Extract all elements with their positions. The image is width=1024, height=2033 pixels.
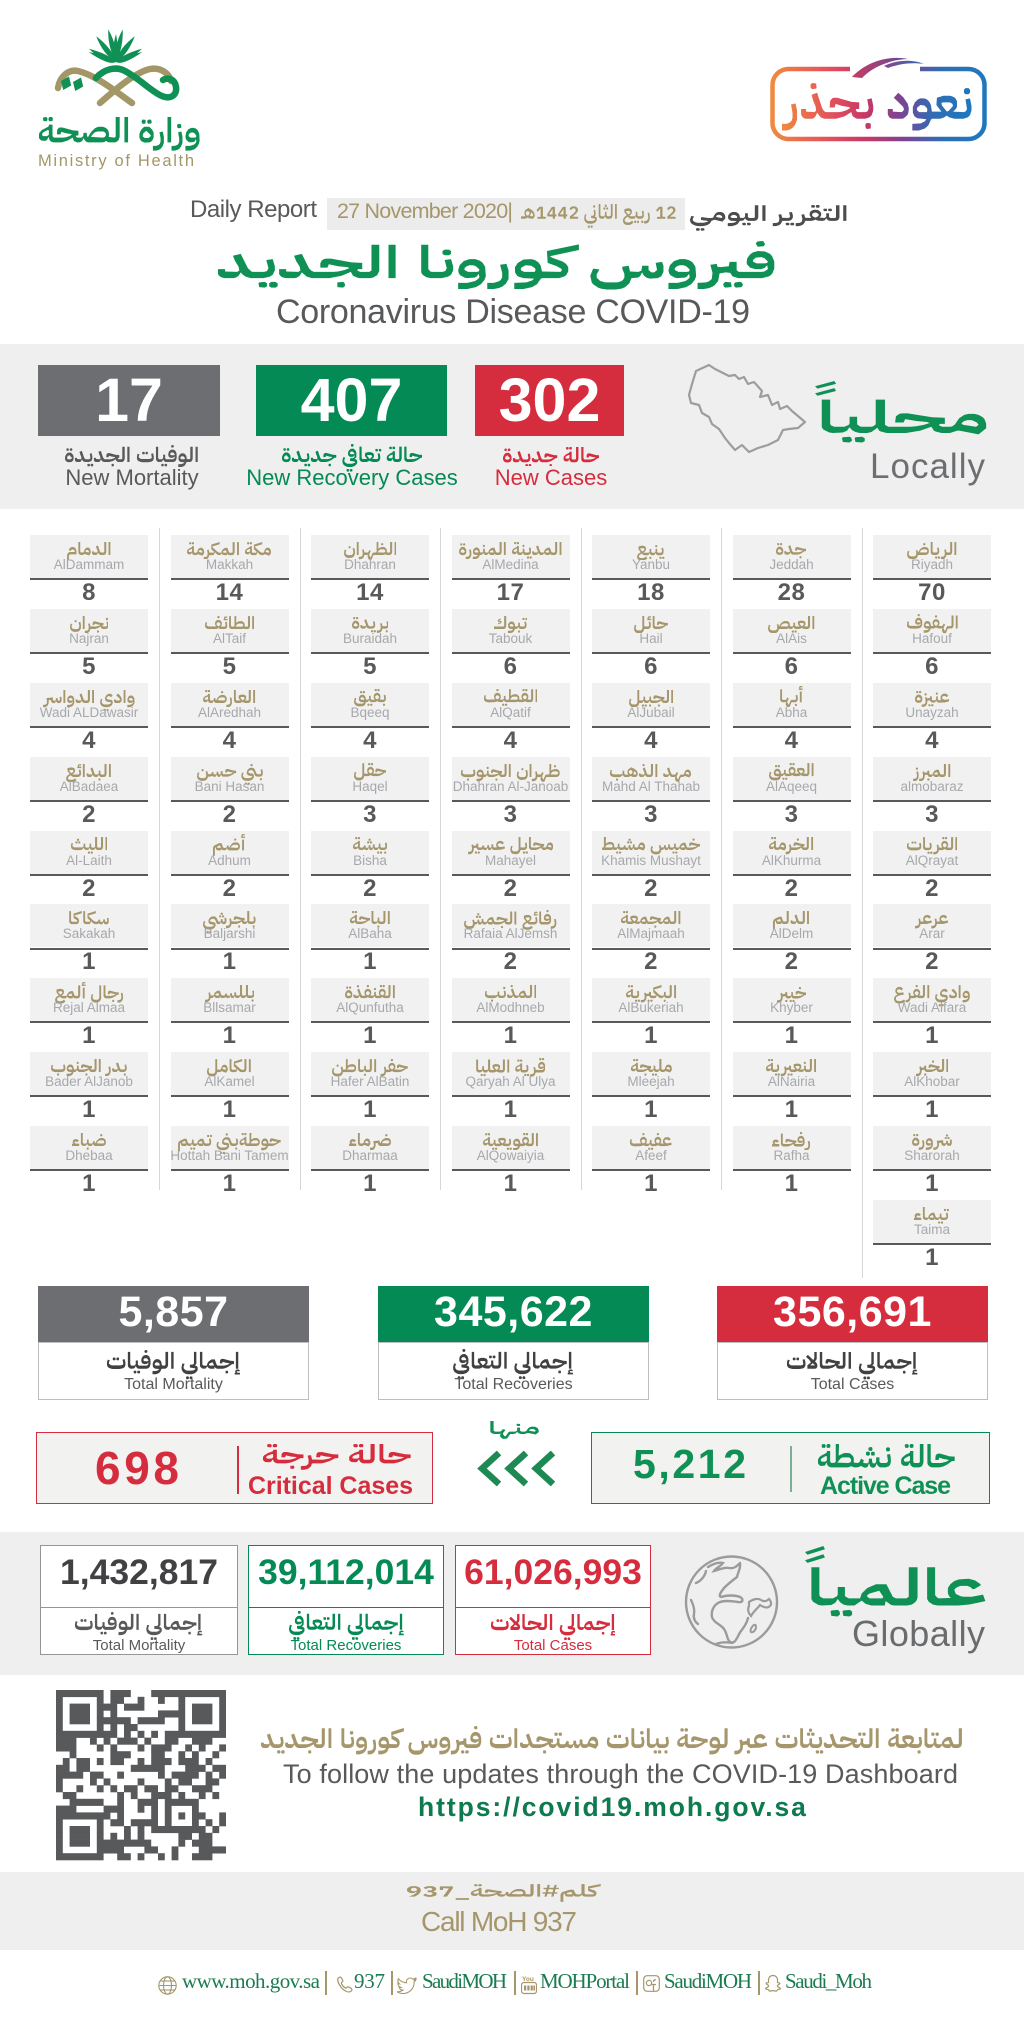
svg-text:You: You: [522, 1976, 534, 1983]
svg-text:Ministry of Health: Ministry of Health: [38, 152, 194, 170]
